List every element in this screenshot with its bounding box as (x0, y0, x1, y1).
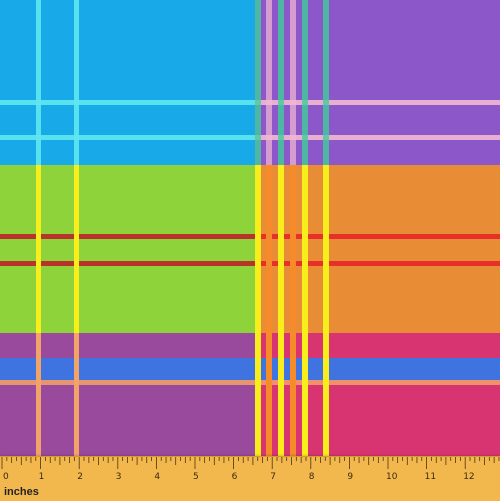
stripe-vertical (74, 165, 79, 333)
stripe-horizontal (0, 380, 500, 385)
stripe-horizontal (255, 261, 500, 266)
stripe-vertical (36, 165, 41, 333)
block-mid-left (0, 165, 255, 333)
ruler-unit-label: inches (4, 486, 39, 498)
stripe-horizontal (0, 261, 255, 266)
ruler-number: 10 (386, 472, 398, 482)
ruler-ticks (1, 457, 500, 469)
ruler-number: 1 (39, 472, 45, 482)
ruler-number: 7 (270, 472, 276, 482)
ruler-number: 4 (154, 472, 160, 482)
stripe-vertical (36, 333, 41, 463)
stripe-horizontal (255, 234, 500, 239)
ruler-number: 8 (309, 472, 315, 482)
stripe-horizontal (255, 100, 500, 105)
stripe-horizontal (0, 234, 255, 239)
ruler-number: 5 (193, 472, 199, 482)
ruler-number: 0 (3, 472, 9, 482)
stripe-horizontal (255, 135, 500, 140)
block-bottom-left (0, 333, 255, 463)
ruler-number: 2 (77, 472, 83, 482)
ruler-number: 3 (116, 472, 122, 482)
ruler-number: 9 (347, 472, 353, 482)
stripe-vertical (74, 0, 79, 165)
stripe-horizontal (0, 100, 255, 105)
stripe-cluster-vertical (255, 0, 329, 463)
measuring-ruler: 0 1 2 3 4 5 6 7 8 9 10 11 12 inches (0, 456, 500, 501)
stripe-vertical (36, 0, 41, 165)
band-blue-horizontal (0, 358, 500, 380)
ruler-numbers: 0 1 2 3 4 5 6 7 8 9 10 11 12 (3, 472, 475, 482)
stripe-horizontal (0, 135, 255, 140)
ruler-number: 12 (463, 472, 474, 482)
stripe-vertical (74, 333, 79, 463)
ruler-number: 11 (425, 472, 436, 482)
ruler-number: 6 (232, 472, 238, 482)
